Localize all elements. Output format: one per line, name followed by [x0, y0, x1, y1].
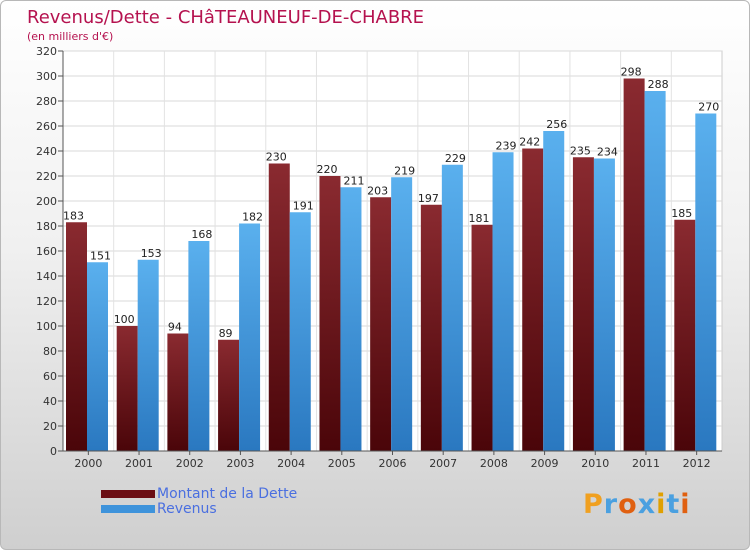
x-tick-label: 2003: [226, 457, 254, 470]
logo-letter: i: [656, 489, 667, 520]
y-tick-label: 0: [50, 445, 57, 458]
y-tick-label: 60: [43, 370, 57, 383]
x-tick-label: 2005: [328, 457, 356, 470]
y-tick-label: 320: [36, 45, 57, 58]
x-tick-label: 2006: [379, 457, 407, 470]
proxiti-logo: Proxiti: [583, 489, 691, 520]
data-label: 151: [90, 249, 111, 262]
logo-letter: r: [603, 489, 619, 520]
logo-letter: i: [680, 489, 691, 520]
bar-revenus: [441, 164, 463, 451]
x-tick-label: 2007: [429, 457, 457, 470]
bar-dette: [370, 197, 392, 451]
bar-dette: [268, 163, 290, 451]
data-label: 203: [367, 184, 388, 197]
bar-revenus: [543, 131, 565, 451]
y-tick-label: 40: [43, 395, 57, 408]
data-label: 211: [343, 174, 364, 187]
bar-revenus: [644, 91, 666, 451]
x-tick-label: 2008: [480, 457, 508, 470]
y-tick-label: 220: [36, 170, 57, 183]
logo-letter: o: [618, 489, 638, 520]
y-tick-label: 240: [36, 145, 57, 158]
data-label: 230: [266, 151, 287, 164]
x-tick-label: 2009: [531, 457, 559, 470]
data-label: 288: [648, 78, 669, 91]
bar-revenus: [137, 259, 159, 451]
x-tick-label: 2012: [683, 457, 711, 470]
bar-dette: [420, 204, 442, 451]
data-label: 235: [570, 144, 591, 157]
data-label: 182: [242, 211, 263, 224]
bar-revenus: [188, 241, 210, 451]
bar-dette: [674, 219, 696, 451]
data-label: 181: [469, 212, 490, 225]
bar-revenus: [239, 223, 261, 451]
chart-subtitle: (en milliers d'€): [27, 30, 114, 43]
legend-swatch-dette: [101, 490, 155, 498]
y-tick-label: 140: [36, 270, 57, 283]
bar-dette: [572, 157, 594, 451]
data-label: 100: [114, 313, 135, 326]
logo-letter: t: [666, 489, 681, 520]
data-label: 153: [141, 247, 162, 260]
data-label: 270: [698, 101, 719, 114]
y-tick-label: 120: [36, 295, 57, 308]
logo-letter: P: [583, 489, 604, 520]
data-label: 94: [168, 321, 182, 334]
bar-revenus: [593, 158, 615, 451]
bar-revenus: [340, 187, 362, 451]
data-label: 234: [597, 146, 618, 159]
bar-dette: [319, 176, 341, 451]
y-tick-label: 300: [36, 70, 57, 83]
data-label: 220: [316, 163, 337, 176]
bar-revenus: [87, 262, 108, 451]
bar-revenus: [492, 152, 514, 451]
data-label: 183: [63, 209, 84, 222]
data-label: 256: [546, 118, 567, 131]
data-label: 89: [219, 327, 233, 340]
data-label: 168: [191, 228, 212, 241]
legend-label-revenus: Revenus: [157, 501, 217, 517]
x-tick-label: 2001: [125, 457, 153, 470]
y-tick-label: 20: [43, 420, 57, 433]
bar-revenus: [695, 113, 717, 451]
data-label: 242: [519, 136, 540, 149]
bar-dette: [218, 339, 240, 451]
y-tick-label: 180: [36, 220, 57, 233]
data-label: 298: [621, 66, 642, 79]
legend-label-dette: Montant de la Dette: [157, 486, 298, 502]
bar-dette: [623, 78, 645, 451]
x-tick-label: 2002: [176, 457, 204, 470]
bar-revenus: [391, 177, 413, 451]
logo-letter: x: [637, 489, 657, 520]
y-tick-label: 200: [36, 195, 57, 208]
data-label: 185: [671, 207, 692, 220]
y-tick-label: 80: [43, 345, 57, 358]
data-label: 219: [394, 164, 415, 177]
bar-revenus: [289, 212, 311, 451]
bar-dette: [522, 148, 544, 451]
bar-dette: [167, 333, 189, 451]
y-tick-label: 260: [36, 120, 57, 133]
bar-dette: [471, 224, 493, 451]
y-tick-label: 100: [36, 320, 57, 333]
data-label: 239: [496, 139, 517, 152]
y-tick-label: 280: [36, 95, 57, 108]
x-tick-label: 2004: [277, 457, 305, 470]
x-tick-label: 2011: [632, 457, 660, 470]
data-label: 191: [293, 199, 314, 212]
y-tick-label: 160: [36, 245, 57, 258]
data-label: 197: [418, 192, 439, 205]
x-tick-label: 2000: [74, 457, 102, 470]
bar-dette: [66, 222, 87, 451]
data-label: 229: [445, 152, 466, 165]
x-tick-label: 2010: [581, 457, 609, 470]
bar-dette: [116, 326, 138, 451]
chart-title: Revenus/Dette - CHâTEAUNEUF-DE-CHABRE: [27, 7, 425, 28]
legend-swatch-revenus: [101, 505, 155, 513]
